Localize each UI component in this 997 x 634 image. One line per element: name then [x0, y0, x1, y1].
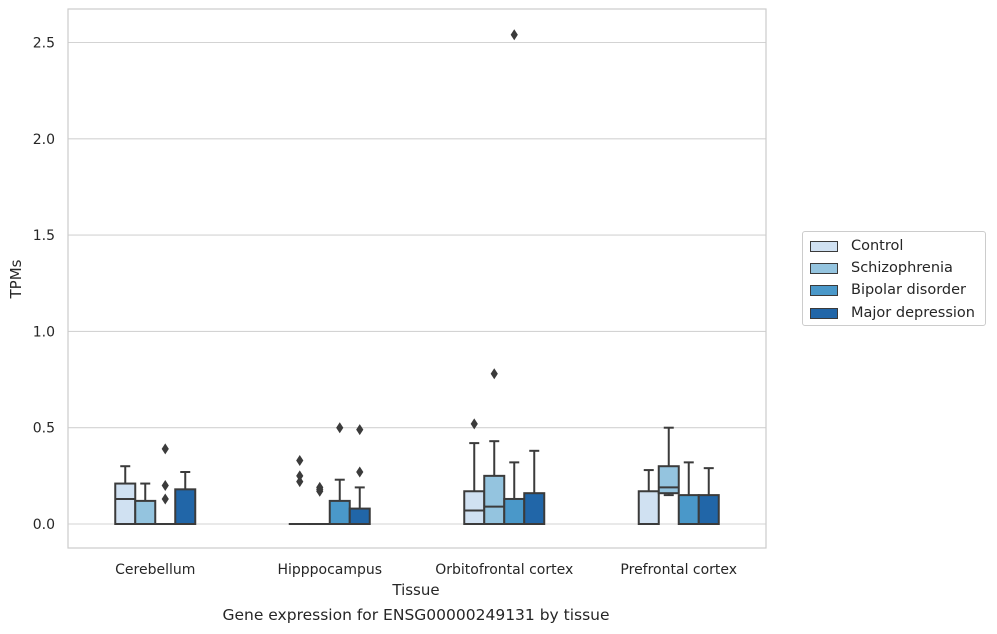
box-iqr	[348, 507, 371, 526]
y-tick-label: 2.0	[33, 132, 55, 148]
box-iqr	[677, 494, 700, 525]
box-iqr	[174, 488, 197, 525]
box-schizophrenia	[134, 482, 157, 525]
plot-area-frame	[67, 8, 767, 549]
y-tick-label: 0.0	[33, 517, 55, 533]
legend-label-bipolar-disorder: Bipolar disorder	[851, 282, 966, 298]
box-control	[463, 418, 486, 525]
x-tick-label: Cerebellum	[115, 562, 195, 578]
box-bipolar-disorder	[503, 29, 526, 526]
legend-item-bipolar-disorder: Bipolar disorder	[810, 280, 966, 300]
box-major-depression	[348, 424, 371, 526]
outlier-point	[161, 479, 169, 491]
outlier-point	[510, 29, 518, 41]
legend-swatch-schizophrenia	[810, 262, 838, 274]
box-series	[114, 29, 720, 526]
legend-item-schizophrenia: Schizophrenia	[810, 258, 953, 278]
x-tick-label: Orbitofrontal cortex	[435, 562, 573, 578]
box-iqr	[483, 474, 506, 526]
box-bipolar-disorder	[328, 422, 351, 525]
legend-label-control: Control	[851, 238, 904, 254]
outlier-point	[296, 470, 304, 482]
legend-item-major-depression: Major depression	[810, 303, 975, 323]
box-major-depression	[697, 467, 720, 525]
box-iqr	[328, 499, 351, 525]
legend: Control Schizophrenia Bipolar disorder M…	[802, 231, 986, 326]
box-iqr	[697, 494, 720, 525]
x-tick-labels: Cerebellum Hipppocampus Orbitofrontal cort…	[115, 562, 737, 578]
legend-label-major-depression: Major depression	[851, 305, 975, 321]
outlier-point	[161, 493, 169, 505]
x-axis-title: Tissue	[391, 581, 439, 599]
box-schizophrenia	[483, 368, 506, 526]
box-major-depression	[523, 449, 546, 525]
legend-swatch-control	[810, 240, 838, 252]
figure-caption: Gene expression for ENSG00000249131 by t…	[222, 606, 610, 624]
y-tick-label: 1.0	[33, 324, 55, 340]
outlier-point	[296, 476, 304, 488]
outlier-point	[490, 368, 498, 380]
y-tick-label: 2.5	[33, 36, 55, 52]
x-tick-label: Hipppocampus	[277, 562, 382, 578]
box-bipolar-disorder	[677, 461, 700, 525]
box-control	[288, 454, 311, 526]
y-tick-label: 0.5	[33, 421, 55, 437]
box-iqr	[523, 492, 546, 525]
legend-swatch-bipolar-disorder	[810, 284, 838, 296]
box-schizophrenia	[308, 481, 331, 526]
box-control	[114, 465, 137, 525]
outlier-point	[296, 454, 304, 466]
x-tick-label: Prefrontal cortex	[620, 562, 737, 578]
legend-label-schizophrenia: Schizophrenia	[851, 260, 953, 276]
outlier-point	[356, 466, 364, 478]
legend-swatch-major-depression	[810, 307, 838, 319]
box-bipolar-disorder	[154, 443, 177, 526]
box-control	[637, 469, 660, 525]
box-schizophrenia	[657, 426, 680, 497]
y-tick-label: 1.5	[33, 228, 55, 244]
box-iqr	[657, 465, 680, 495]
legend-item-control: Control	[810, 236, 903, 256]
box-major-depression	[174, 470, 197, 525]
gridlines	[68, 41, 766, 525]
box-iqr	[463, 490, 486, 525]
outlier-point	[316, 481, 324, 493]
outlier-point	[470, 418, 478, 430]
box-iqr	[503, 497, 526, 526]
y-tick-labels: 0.0 0.5 1.0 1.5 2.0 2.5	[33, 36, 55, 534]
box-iqr	[114, 482, 137, 525]
box-iqr	[637, 490, 660, 525]
y-axis-title: TPMs	[7, 259, 25, 299]
box-iqr	[134, 499, 157, 525]
outlier-point	[336, 422, 344, 434]
outlier-point	[356, 424, 364, 436]
outlier-point	[161, 443, 169, 455]
